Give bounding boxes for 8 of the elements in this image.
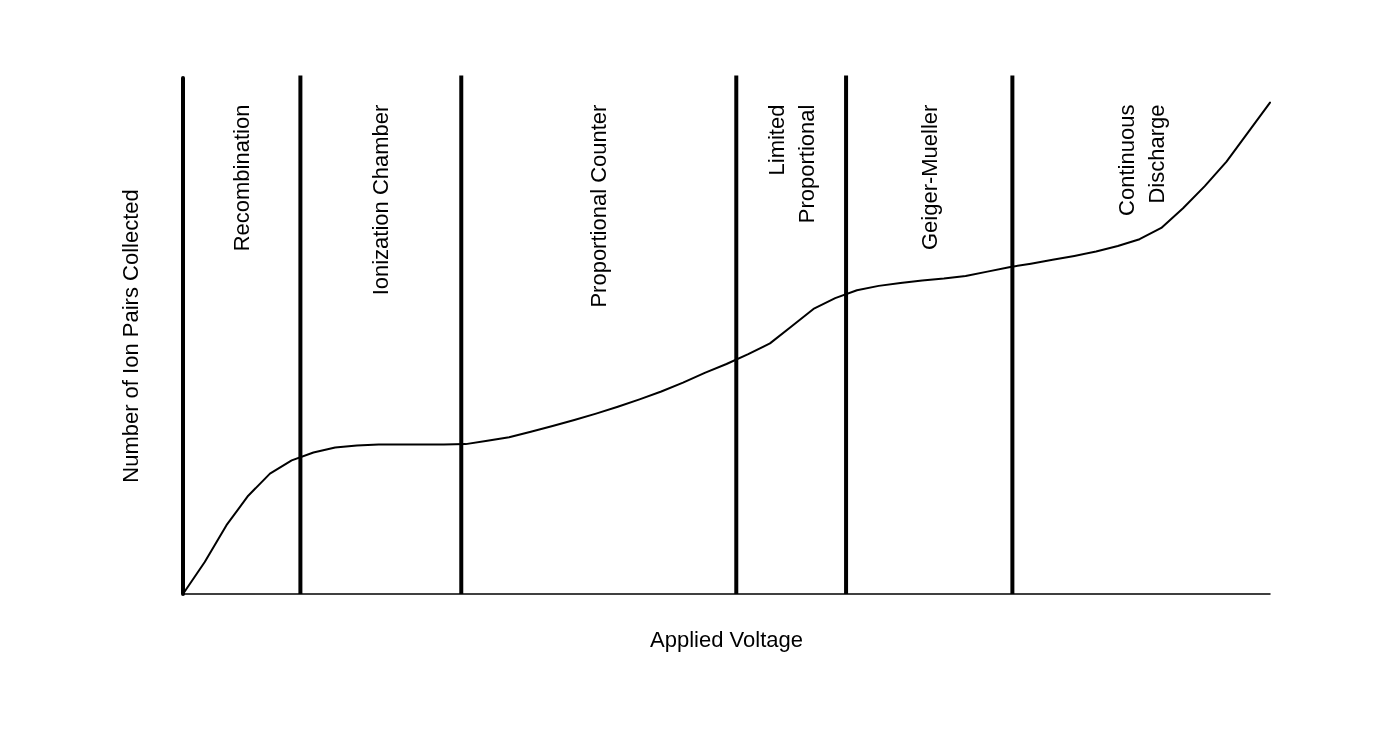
annotation: Recombination: [229, 104, 255, 252]
annotation: Proportional Counter: [586, 104, 612, 308]
x-axis-title: Applied Voltage: [650, 626, 803, 652]
annotation: Geiger-Mueller: [916, 104, 942, 251]
annotation: Continuous Discharge: [1113, 104, 1169, 216]
annotation: Limited Proportional: [763, 104, 819, 224]
y-axis-title: Number of Ion Pairs Collected: [117, 189, 143, 483]
annotation: Ionization Chamber: [368, 104, 394, 296]
